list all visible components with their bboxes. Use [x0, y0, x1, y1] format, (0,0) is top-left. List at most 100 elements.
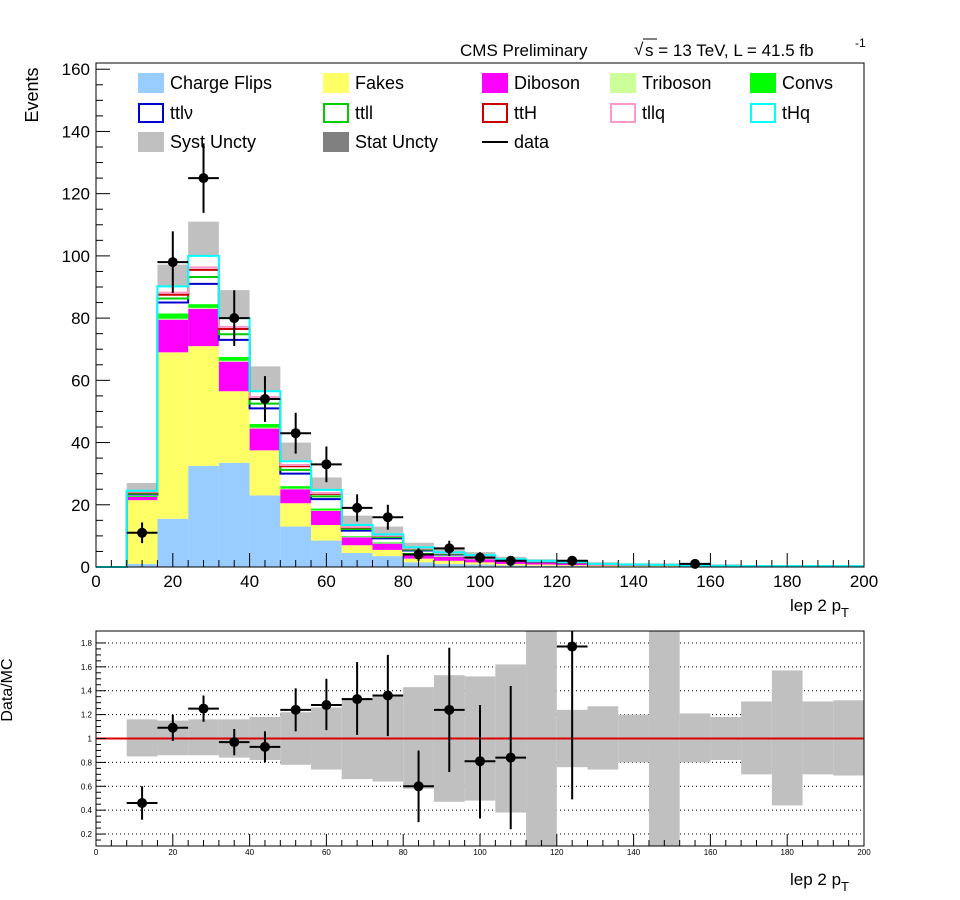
x-tick-label: 100: [466, 572, 494, 591]
lumi-exponent: -1: [855, 36, 866, 50]
data-point-marker: [137, 527, 148, 538]
ratio-plot: 0 20 40 60 80 100 120 140 160 180 200 0.2 0.4 0.6 0.8…: [0, 630, 871, 894]
bin-tth-2: [157, 294, 189, 299]
main-x-axis-title: lep 2 pT: [790, 596, 849, 620]
x-tick-label: 140: [619, 572, 647, 591]
data-point-7: [341, 494, 373, 522]
ratio-y-tick-label: 1.8: [81, 639, 93, 648]
legend-label: Convs: [782, 73, 833, 93]
legend-item-ttl-: ttlν: [138, 103, 193, 123]
ratio-point-13: [556, 631, 588, 800]
legend-label: Syst Uncty: [170, 132, 256, 152]
bin-thq-3: [188, 255, 219, 268]
legend-item-convs: Convs: [750, 73, 833, 93]
bin-ttl--9: [372, 538, 404, 543]
ratio-y-tick-label: 0.8: [81, 758, 93, 767]
x-tick-label: 120: [543, 572, 571, 591]
bin-fakes-9: [372, 549, 404, 557]
bin-diboson-4: [218, 361, 250, 392]
bin-convs-9: [372, 542, 404, 544]
data-point-marker: [198, 173, 209, 184]
cms-label: CMS Preliminary: [460, 41, 588, 60]
x-tick-label: 200: [850, 572, 878, 591]
y-tick-label: 140: [62, 122, 90, 141]
data-point-0: [126, 522, 158, 544]
main-y-axis: 0 20 40 60 80 100 120 140 160: [62, 60, 110, 577]
bin-triboson-3: [188, 307, 219, 309]
legend-swatch: [482, 103, 508, 123]
bin-ttl--4: [218, 339, 250, 357]
bin-triboson-5: [249, 427, 281, 429]
ratio-y-tick-label: 1: [88, 735, 93, 744]
data-point-marker: [290, 428, 301, 439]
x-tick-label: 0: [91, 572, 100, 591]
data-point-3: [218, 290, 250, 346]
bin-convs-4: [218, 357, 250, 361]
legend-label: Fakes: [355, 73, 404, 93]
ratio-point-10: [433, 647, 465, 772]
legend-item-stat-uncty: Stat Uncty: [323, 132, 438, 152]
legend-swatch: [750, 73, 776, 93]
ratio-y-axis: 0.2 0.4 0.6 0.8 1 1.2 1.4 1.6 1.8: [81, 639, 106, 841]
legend-item-fakes: Fakes: [323, 73, 404, 93]
ratio-x-tick-label: 140: [627, 848, 641, 857]
ratio-point-marker: [167, 722, 178, 733]
ratio-x-tick-label: 100: [473, 848, 487, 857]
x-tick-label: 160: [696, 572, 724, 591]
ratio-points: [126, 631, 588, 830]
main-y-axis-title: Events: [22, 67, 42, 122]
bin-diboson-11: [433, 556, 465, 561]
bin-diboson-9: [372, 543, 404, 550]
ratio-y-axis-title: Data/MC: [0, 658, 16, 721]
bin-diboson-5: [249, 428, 281, 451]
bin-convs-1: [126, 496, 158, 497]
legend-swatch: [138, 73, 164, 93]
signal-outlines: [96, 254, 864, 568]
bin-fakes-8: [341, 545, 373, 553]
main-plot: 0 20 40 60 80 100 120 140 160 180 200 0 20 40 60 80 100…: [22, 60, 878, 620]
bin-convs-7: [311, 508, 342, 511]
bin-ttl--3: [188, 283, 219, 305]
outline-thq: [96, 254, 864, 568]
ratio-point-0: [126, 786, 158, 820]
bin-tllq-2: [157, 292, 189, 295]
data-point-marker: [444, 543, 455, 554]
x-tick-label: 180: [773, 572, 801, 591]
ratio-y-tick-label: 1.4: [81, 687, 93, 696]
ratio-y-tick-label: 0.6: [81, 782, 93, 791]
data-point-marker: [167, 257, 178, 268]
bin-diboson-2: [157, 319, 189, 353]
data-point-marker: [352, 502, 363, 513]
ratio-y-tick-label: 0.2: [81, 830, 93, 839]
legend-swatch: [610, 103, 636, 123]
bin-triboson-7: [311, 510, 342, 511]
ratio-point-5: [280, 688, 312, 732]
legend-label: Charge Flips: [170, 73, 272, 93]
ratio-x-tick-label: 80: [399, 848, 408, 857]
ratio-point-2: [188, 695, 219, 722]
ratio-point-marker: [137, 798, 148, 808]
legend-swatch: [323, 132, 349, 152]
legend-label: tllq: [642, 103, 665, 123]
y-tick-label: 20: [71, 496, 90, 515]
ratio-point-6: [311, 678, 342, 731]
ratio-point-marker: [198, 703, 209, 714]
bin-ttll-3: [188, 277, 219, 284]
y-tick-label: 100: [62, 247, 90, 266]
bin-convs-5: [249, 423, 281, 428]
legend-item-syst-uncty: Syst Uncty: [138, 132, 256, 152]
ratio-y-tick-label: 1.2: [81, 711, 93, 720]
ratio-point-marker: [290, 704, 301, 715]
bin-fakes-4: [218, 391, 250, 463]
ratio-x-tick-label: 120: [550, 848, 564, 857]
ratio-x-axis: 0 20 40 60 80 100 120 140 160 180 200: [94, 834, 871, 857]
bin-charge-flips-3: [188, 465, 219, 567]
bin-fakes-5: [249, 450, 281, 496]
legend-label: ttlν: [170, 103, 193, 123]
legend: Charge Flips Fakes Diboson Triboson Convs ttl…: [138, 73, 833, 152]
ratio-x-tick-label: 0: [94, 848, 99, 857]
bin-diboson-8: [341, 537, 373, 546]
ratio-point-12: [495, 685, 527, 830]
ratio-point-marker: [382, 690, 393, 701]
bin-triboson-2: [157, 318, 189, 320]
